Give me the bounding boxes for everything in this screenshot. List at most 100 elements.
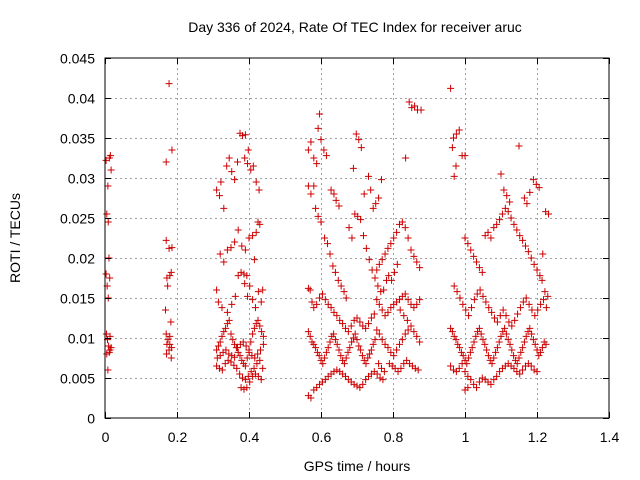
x-axis-label: GPS time / hours: [304, 458, 411, 474]
data-point: [375, 194, 383, 202]
data-point: [168, 146, 176, 154]
data-point: [104, 366, 112, 374]
data-point: [344, 328, 352, 336]
data-point: [484, 228, 492, 236]
data-point: [321, 376, 329, 384]
data-point: [497, 332, 505, 340]
data-point: [507, 214, 515, 222]
data-point: [257, 376, 265, 384]
data-point: [492, 348, 500, 356]
data-point: [516, 370, 524, 378]
data-point: [484, 352, 492, 360]
data-point: [397, 364, 405, 372]
data-point: [362, 360, 370, 368]
data-point: [335, 346, 343, 354]
data-point: [257, 298, 265, 306]
data-point: [218, 304, 226, 312]
data-point: [231, 238, 239, 246]
data-point: [529, 336, 537, 344]
data-point: [259, 364, 267, 372]
data-point: [351, 330, 359, 338]
data-point: [501, 204, 509, 212]
data-point: [452, 336, 460, 344]
data-point: [244, 160, 252, 168]
data-point: [461, 368, 469, 376]
data-point: [336, 316, 344, 324]
data-point: [470, 252, 478, 260]
data-point: [348, 234, 356, 242]
data-point: [250, 256, 258, 264]
data-point: [242, 342, 250, 350]
data-point: [533, 346, 541, 354]
y-tick-label: 0.015: [60, 291, 95, 307]
data-point: [231, 176, 239, 184]
data-point: [411, 364, 419, 372]
data-point: [493, 344, 501, 352]
data-point: [375, 300, 383, 308]
data-point: [488, 360, 496, 368]
data-point: [330, 190, 338, 198]
data-point: [106, 152, 114, 160]
data-point: [533, 266, 541, 274]
y-axis-label: ROTI / TECUs: [7, 193, 23, 283]
data-point: [525, 300, 533, 308]
data-point: [345, 224, 353, 232]
data-point: [167, 354, 175, 362]
data-point: [225, 154, 233, 162]
y-tick-label: 0.035: [60, 131, 95, 147]
data-point: [224, 356, 232, 364]
data-point: [452, 368, 460, 376]
data-point: [225, 316, 233, 324]
data-point: [544, 292, 552, 300]
data-point: [407, 246, 415, 254]
data-point: [220, 328, 228, 336]
data-point: [461, 356, 469, 364]
data-point: [400, 312, 408, 320]
data-point: [357, 346, 365, 354]
data-point: [413, 332, 421, 340]
data-point: [531, 340, 539, 348]
data-point: [539, 250, 547, 258]
data-point: [508, 322, 516, 330]
data-point: [247, 166, 255, 174]
data-point: [227, 244, 235, 252]
data-point: [102, 270, 110, 278]
data-point: [360, 190, 368, 198]
data-point: [524, 248, 532, 256]
data-point: [404, 234, 412, 242]
data-point: [393, 346, 401, 354]
data-point: [321, 354, 329, 362]
data-point: [373, 296, 381, 304]
data-point: [223, 320, 231, 328]
data-point: [254, 218, 262, 226]
data-point: [533, 368, 541, 376]
data-point: [312, 204, 320, 212]
data-point: [407, 322, 415, 330]
data-point: [335, 202, 343, 210]
data-point: [249, 162, 257, 170]
data-point: [331, 336, 339, 344]
y-tick-label: 0: [87, 411, 95, 427]
data-point: [164, 336, 172, 344]
data-point: [413, 300, 421, 308]
data-point: [381, 250, 389, 258]
x-tick-label: 1.4: [600, 429, 620, 445]
data-point: [324, 300, 332, 308]
data-point: [162, 236, 170, 244]
data-point: [545, 210, 553, 218]
data-point: [218, 332, 226, 340]
data-point: [493, 372, 501, 380]
data-point: [511, 316, 519, 324]
data-point: [107, 166, 115, 174]
data-point: [378, 306, 386, 314]
data-point: [495, 338, 503, 346]
data-point: [515, 142, 523, 150]
data-point: [334, 276, 342, 284]
data-point: [241, 246, 249, 254]
data-point: [307, 190, 315, 198]
data-point: [239, 132, 247, 140]
data-point: [163, 340, 171, 348]
data-point: [531, 312, 539, 320]
data-point: [339, 320, 347, 328]
